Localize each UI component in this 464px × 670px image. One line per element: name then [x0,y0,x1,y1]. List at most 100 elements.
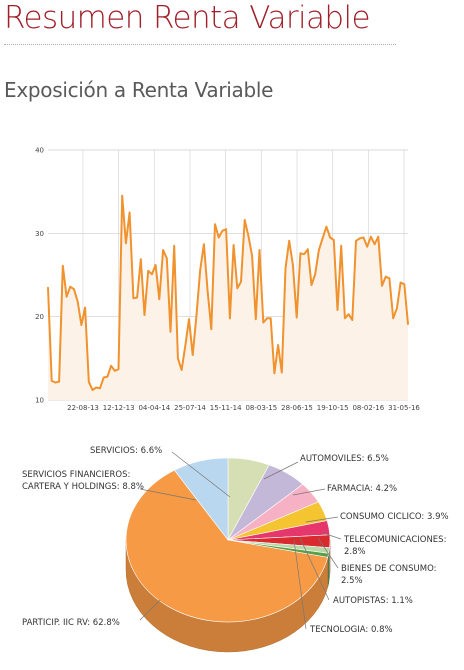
exposure-point [303,253,305,255]
exposure-point [225,228,227,230]
exposure-point [114,370,116,372]
exposure-point [166,257,168,260]
exposure-point [307,248,309,250]
exposure-point [310,284,313,286]
exposure-point [355,240,357,242]
exposure-point [277,344,279,346]
exposure-point [314,273,317,276]
exposure-point [210,328,213,331]
section-subtitle: Exposición a Renta Variable [4,78,274,102]
exposure-point [121,195,123,197]
pie-label: CONSUMO CICLICO: 3.9% [340,512,449,522]
exposure-point [80,324,83,326]
exposure-point [258,249,261,251]
exposure-point [76,300,79,303]
exposure-point [95,386,97,389]
leader-line [263,461,299,480]
exposure-point [392,317,395,320]
exposure-point [281,371,283,374]
exposure-point [295,316,298,319]
x-tick-label: 25-07-14 [174,404,206,412]
exposure-point [255,318,257,321]
exposure-line [47,194,409,391]
exposure-point [243,219,246,221]
exposure-point [217,236,220,239]
exposure-point [125,242,127,245]
leader-line [317,537,339,569]
exposure-point [229,317,231,320]
exposure-point [362,236,365,239]
exposure-point [50,380,53,382]
exposure-point [143,314,146,316]
exposure-point [340,245,343,247]
exposure-point [102,376,105,379]
exposure-point [184,345,187,347]
exposure-point [84,306,86,309]
exposure-point [321,237,324,240]
exposure-point [177,357,179,360]
exposure-point [214,223,216,225]
exposure-point [347,313,350,316]
pie-label: CARTERA Y HOLDINGS: 8.8% [22,482,144,492]
exposure-point [154,264,157,266]
exposure-point [373,243,376,245]
pie-label: AUTOPISTAS: 1.1% [333,596,413,606]
leader-line [305,516,339,523]
exposure-point [407,323,409,326]
exposure-point [69,285,72,288]
exposure-point [344,317,346,320]
exposure-point [62,265,64,267]
exposure-point [240,280,242,283]
pie-label: TELECOMUNICACIONES: [343,535,446,545]
exposure-point [65,295,68,298]
exposure-point [232,244,235,246]
exposure-point [384,275,387,278]
exposure-point [288,240,291,242]
x-tick-label: 22-08-13 [67,404,99,412]
exposure-point [140,258,142,261]
exposure-point [188,318,190,321]
exposure-point [333,239,335,241]
exposure-area [48,195,408,400]
exposure-point [251,255,253,257]
exposure-point [329,236,331,239]
x-tick-label: 04-04-14 [138,404,170,412]
pie-label: AUTOMOVILES: 6.5% [300,454,389,464]
exposure-point [269,317,272,320]
exposure-point [381,285,383,287]
y-tick-label: 40 [35,147,44,155]
exposure-point [58,380,60,383]
title-divider [4,44,396,45]
leader-line [292,488,326,496]
pie-label: FARMACIA: 4.2% [327,484,397,494]
exposure-point [336,309,339,311]
exposure-point [151,273,153,276]
x-tick-label: 08-03-15 [245,404,277,412]
exposure-point [266,317,268,320]
exposure-point [47,286,49,289]
exposure-point [284,267,287,270]
leader-line [299,537,330,601]
exposure-point [325,225,328,228]
y-tick-label: 30 [35,230,44,238]
exposure-point [359,237,361,240]
x-tick-label: 19-10-15 [317,404,349,412]
exposure-point [236,287,239,290]
y-tick-label: 10 [35,397,44,405]
exposure-point [366,245,369,248]
pie-label: PARTICIP. IIC RV: 62.8% [22,618,120,628]
exposure-point [292,264,294,266]
exposure-point [110,365,112,367]
exposure-point [191,354,194,356]
exposure-point [128,211,131,214]
exposure-point [91,389,94,391]
x-tick-label: 15-11-14 [210,404,242,412]
y-tick-label: 20 [35,313,44,321]
exposure-point [88,380,90,383]
exposure-point [195,314,198,316]
exposure-point [54,381,57,384]
pie-slice [173,457,229,541]
exposure-point [299,252,302,255]
leader-line [139,599,161,621]
